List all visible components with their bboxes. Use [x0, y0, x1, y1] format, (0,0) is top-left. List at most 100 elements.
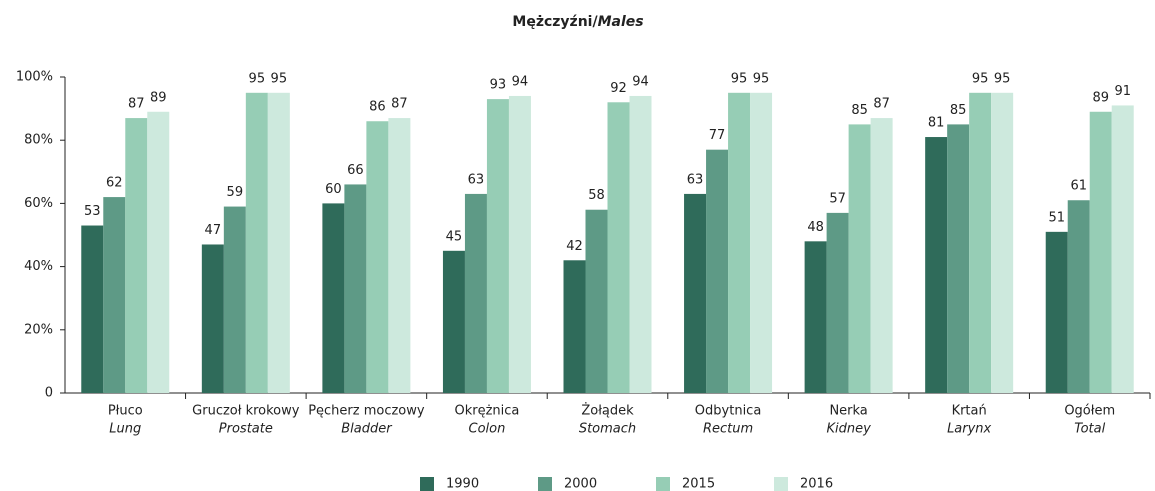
bar	[147, 111, 170, 393]
value-label: 95	[753, 71, 770, 86]
bar	[1089, 111, 1112, 393]
bar	[969, 92, 992, 394]
legend-label: 1990	[446, 477, 479, 491]
bar	[1045, 231, 1068, 393]
value-label: 95	[271, 71, 288, 86]
value-label: 59	[227, 185, 244, 200]
bar	[1067, 200, 1090, 393]
bar	[870, 118, 893, 393]
value-label: 57	[829, 191, 846, 206]
bar	[201, 244, 224, 393]
value-label: 95	[994, 71, 1011, 86]
legend-swatch	[538, 477, 552, 491]
bar	[508, 95, 531, 394]
y-tick-label: 100%	[16, 70, 53, 85]
bar	[848, 124, 871, 394]
bar	[103, 197, 126, 393]
value-label: 94	[512, 74, 529, 89]
bar	[366, 121, 389, 394]
y-tick-label: 20%	[24, 322, 53, 337]
x-tick-label: Płuco	[108, 404, 143, 419]
value-label: 47	[205, 223, 222, 238]
title-italic: Males	[598, 14, 644, 30]
x-tick-label: Ogółem	[1064, 404, 1115, 419]
x-tick-label: Pęcherz moczowy	[308, 404, 425, 419]
value-label: 62	[106, 176, 123, 191]
x-tick-label-en: Total	[1074, 422, 1105, 437]
value-label: 85	[950, 103, 967, 118]
bar	[442, 250, 465, 393]
value-label: 95	[972, 71, 989, 86]
value-label: 63	[468, 172, 485, 187]
x-tick-label: Odbytnica	[695, 404, 762, 419]
y-tick-label: 80%	[24, 133, 53, 148]
bar	[607, 102, 630, 393]
bar	[563, 260, 586, 393]
bar	[706, 149, 729, 393]
value-label: 89	[150, 90, 167, 105]
value-label: 58	[588, 188, 605, 203]
value-label: 95	[249, 71, 266, 86]
value-label: 87	[391, 97, 408, 112]
bar	[81, 225, 104, 393]
bar	[267, 92, 290, 394]
value-label: 95	[731, 71, 748, 86]
legend-label: 2000	[564, 477, 597, 491]
bar	[322, 203, 345, 393]
x-tick-label: Nerka	[829, 404, 867, 419]
x-tick-label-en: Bladder	[341, 422, 393, 437]
bar	[486, 99, 509, 394]
y-tick-label: 60%	[24, 196, 53, 211]
value-label: 77	[709, 128, 726, 143]
bar	[947, 124, 970, 394]
value-label: 87	[128, 97, 145, 112]
bar	[223, 206, 246, 393]
bar	[585, 209, 608, 393]
value-label: 92	[610, 81, 627, 96]
value-label: 94	[632, 74, 649, 89]
bar	[1111, 105, 1134, 393]
value-label: 81	[928, 116, 945, 131]
bar	[684, 193, 707, 393]
bar	[750, 92, 773, 394]
x-tick-label-en: Lung	[109, 422, 141, 437]
y-tick-label: 0	[45, 386, 53, 401]
x-tick-label-en: Stomach	[579, 422, 636, 437]
value-label: 93	[490, 78, 507, 93]
bar	[245, 92, 268, 394]
y-tick-label: 40%	[24, 259, 53, 274]
value-label: 53	[84, 204, 101, 219]
value-label: 63	[687, 172, 704, 187]
value-label: 85	[851, 103, 868, 118]
value-label: 87	[873, 97, 890, 112]
value-label: 89	[1092, 90, 1109, 105]
value-label: 48	[807, 220, 824, 235]
bar	[388, 118, 411, 393]
x-tick-label: Okrężnica	[454, 404, 519, 419]
value-label: 60	[325, 182, 342, 197]
x-tick-label-en: Colon	[469, 422, 506, 437]
legend-label: 2016	[800, 477, 833, 491]
bar	[925, 137, 948, 393]
bar	[826, 212, 849, 393]
x-tick-label-en: Larynx	[947, 422, 991, 437]
value-label: 86	[369, 100, 386, 115]
x-tick-label-en: Kidney	[826, 422, 871, 437]
x-tick-label-en: Prostate	[219, 422, 273, 437]
legend-label: 2015	[682, 477, 715, 491]
x-tick-label-en: Rectum	[703, 422, 753, 437]
legend-swatch	[420, 477, 434, 491]
chart-title: Mężczyźni/Males	[512, 14, 643, 30]
bar	[804, 241, 827, 393]
bar	[728, 92, 751, 394]
x-tick-label: Krtań	[952, 404, 987, 419]
bar	[629, 95, 652, 394]
bar	[464, 193, 487, 393]
title-main: Mężczyźni/	[512, 14, 598, 30]
value-label: 45	[446, 229, 463, 244]
value-label: 91	[1114, 84, 1131, 99]
bar	[125, 118, 148, 393]
value-label: 42	[566, 239, 583, 254]
value-label: 61	[1070, 179, 1087, 194]
